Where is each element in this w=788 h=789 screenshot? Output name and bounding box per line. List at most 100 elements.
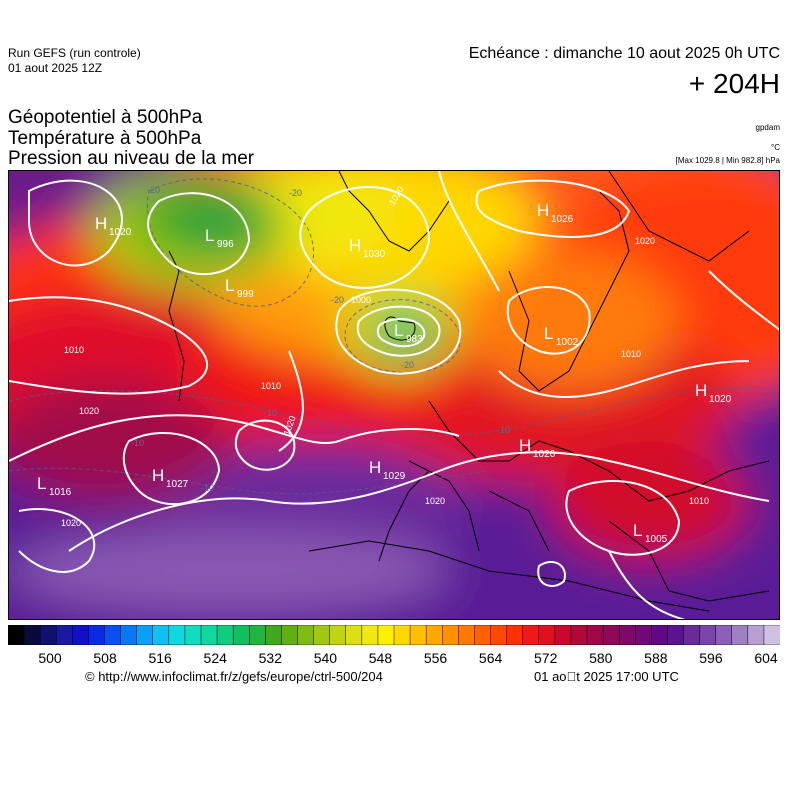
svg-text:1005: 1005 [645,534,668,545]
svg-text:L: L [205,226,214,245]
run-date: 01 aout 2025 12Z [8,61,103,75]
isobar-label: 1020 [425,496,445,506]
colorbar-swatch [747,624,765,646]
parameter-temperature: Température à 500hPa [8,128,202,149]
colorbar-label: 556 [423,650,448,666]
colorbar-swatch [474,624,492,646]
colorbar-label: 596 [699,650,723,666]
colorbar-label: 564 [478,650,503,666]
colorbar-swatch [522,624,540,646]
colorbar-swatch [554,624,572,646]
isobars [9,171,779,619]
colorbar-swatch [88,624,106,646]
pressure-system-low: L 996 [205,226,234,250]
colorbar-swatch [651,624,669,646]
colorbar-swatch [699,624,717,646]
colorbar-swatch [683,624,701,646]
svg-text:1026: 1026 [551,214,574,225]
parameter-sea-level-pressure: Pression au niveau de la mer [8,148,255,169]
svg-text:H: H [152,466,164,485]
colorbar-swatch [763,624,781,646]
pressure-system-low: L 999 [225,276,254,300]
colorbar-swatch [104,624,122,646]
isobar-label: 1000 [351,295,371,305]
colorbar-swatch [458,624,476,646]
isobar-label: 1020 [79,406,99,416]
colorbar-swatch [313,624,331,646]
isotherm-label: -10 [264,408,277,418]
svg-text:H: H [95,214,107,233]
colorbar-swatch [618,624,636,646]
colorbar-swatch [184,624,202,646]
valid-time: Echéance : dimanche 10 aout 2025 0h UTC [468,45,780,62]
colorbar-swatch [297,624,315,646]
colorbar-swatch [232,624,250,646]
isotherm-label: -10 [201,483,214,493]
generation-time: 01 ao t 2025 17:00 UTC [534,669,679,684]
colorbar-swatch [667,624,685,646]
svg-text:1027: 1027 [166,479,189,490]
svg-text:L: L [225,276,234,295]
svg-text:L: L [37,474,46,493]
isotherm-label: -10 [131,438,144,448]
colorbar-label: 548 [368,650,393,666]
pressure-system-low: L 983 [394,321,423,345]
colorbar-swatch [361,624,379,646]
source-url: © http://www.infoclimat.fr/z/gefs/europe… [85,669,383,684]
weather-map: H 1020 L 996 L 999 H 1030 L 983 H 1026 L 1002 H… [8,170,780,620]
colorbar-swatch [39,624,57,646]
isobar-label: 1010 [689,496,709,506]
unit-celsius: °C [771,143,780,152]
pressure-system-high: H 1026 [519,436,556,460]
isobar-label: 1020 [61,518,81,528]
colorbar-swatch [200,624,218,646]
svg-text:1029: 1029 [383,471,406,482]
colorbar-swatch [136,624,154,646]
colorbar-swatch [249,624,267,646]
colorbar-swatch [168,624,186,646]
pressure-system-high: H 1020 [695,381,732,405]
svg-text:H: H [537,201,549,220]
geopotential-field [9,171,779,619]
lead-hours: + 204H [688,68,780,99]
isotherm-label: -20 [289,188,302,198]
svg-text:996: 996 [217,239,234,250]
unit-gpdam: gpdam [755,123,780,132]
colorbar-label: 516 [148,650,172,666]
isotherm-label: -20 [147,185,160,195]
isobar-label: 1020 [635,236,655,246]
isotherm-label: -20 [401,360,414,370]
colorbar-swatch [216,624,234,646]
pressure-system-labels: H 1020 L 996 L 999 H 1030 L 983 H 1026 L 1002 H… [37,201,732,545]
pressure-system-high: H 1027 [152,466,189,490]
svg-text:1030: 1030 [363,249,386,260]
colorbar-swatch [393,624,411,646]
pressure-system-low: L 1016 [37,474,72,498]
pressure-system-low: L 1002 [544,324,579,348]
colorbar-swatch [345,624,363,646]
colorbar-label: 540 [313,650,338,666]
svg-text:1016: 1016 [49,487,72,498]
svg-text:H: H [695,381,707,400]
pressure-system-high: H 1030 [349,236,386,260]
svg-text:1020: 1020 [109,227,132,238]
colorbar-swatch [23,624,41,646]
colorbar-swatch [265,624,283,646]
colorbar-swatch [602,624,620,646]
isotherm-label: -10 [497,425,510,435]
colorbar-swatch [281,624,299,646]
pressure-system-high: H 1026 [537,201,574,225]
colorbar-label: 524 [203,650,227,666]
colorbar [7,624,781,646]
isotherm-label: -20 [331,295,344,305]
pressure-system-high: H 1029 [369,458,406,482]
isotherm-labels: -20 -20 -20 -20 -10 -10 -10 -10 [131,185,510,493]
colorbar-swatch [538,624,556,646]
colorbar-swatch [586,624,604,646]
isobar-label: 1010 [621,349,641,359]
colorbar-swatch [120,624,138,646]
colorbar-label: 500 [38,650,62,666]
colorbar-labels: 500 508 516 524 532 540 548 556 564 572 580 588 596 6… [0,650,788,668]
svg-text:983: 983 [406,334,423,345]
colorbar-swatch [731,624,749,646]
